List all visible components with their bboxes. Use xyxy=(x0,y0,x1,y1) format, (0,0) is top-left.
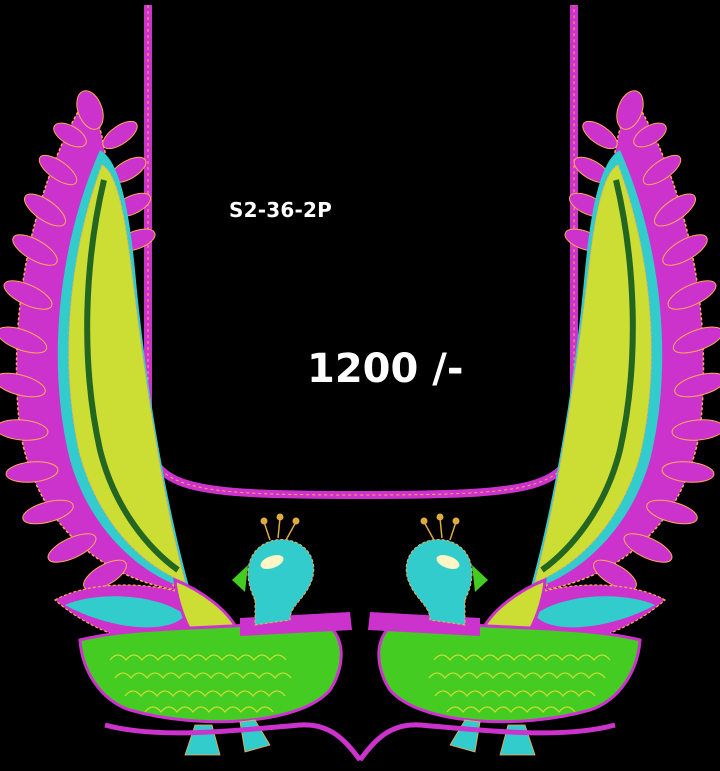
price-label: 1200 /- xyxy=(307,346,464,392)
neckline-outline xyxy=(144,5,578,500)
design-code-label: S2-36-2P xyxy=(229,198,332,222)
